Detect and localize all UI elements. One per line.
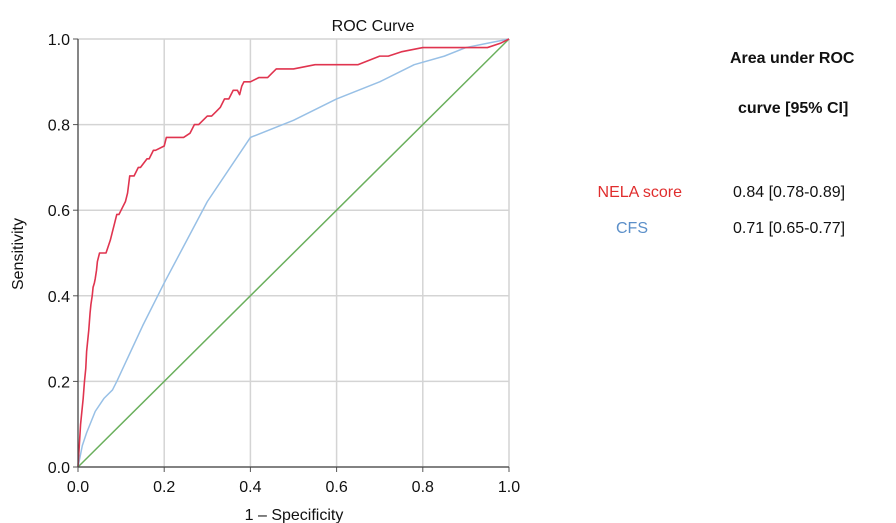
x-tick-label: 1.0 — [498, 479, 520, 496]
chart-title: ROC Curve — [332, 18, 415, 35]
y-axis-title: Sensitivity — [10, 218, 27, 290]
y-tick-label: 0.6 — [48, 203, 70, 220]
y-tick-label: 0.4 — [48, 289, 70, 306]
x-tick-label: 0.0 — [67, 479, 89, 496]
tick-labels: 0.0 0.2 0.4 0.6 0.8 1.0 0.0 0.2 0.4 0.6 0.8 1.0 — [48, 32, 520, 496]
y-tick-label: 0.2 — [48, 374, 70, 391]
x-tick-label: 0.8 — [412, 479, 434, 496]
series-line-reference — [77, 38, 510, 468]
auc-row-cfs-name: CFS — [616, 220, 648, 237]
auc-row-cfs-value: 0.71 [0.65-0.77] — [733, 220, 846, 237]
auc-header-line1: Area under ROC — [730, 50, 855, 67]
auc-row-nela-value: 0.84 [0.78-0.89] — [733, 184, 846, 201]
series-lines — [77, 38, 510, 468]
auc-header-line2: curve [95% CI] — [738, 100, 849, 117]
series-line-cfs — [77, 38, 510, 468]
x-tick-label: 0.6 — [325, 479, 347, 496]
x-tick-label: 0.4 — [239, 479, 261, 496]
grid-lines — [77, 38, 510, 468]
y-tick-label: 0.8 — [48, 118, 70, 135]
y-tick-label: 1.0 — [48, 32, 70, 49]
y-tick-label: 0.0 — [48, 460, 70, 477]
x-tick-label: 0.2 — [153, 479, 175, 496]
series-line-nela-score — [77, 38, 510, 468]
axes — [73, 38, 510, 472]
x-axis-title: 1 – Specificity — [245, 507, 344, 523]
auc-row-nela-name: NELA score — [597, 184, 682, 201]
